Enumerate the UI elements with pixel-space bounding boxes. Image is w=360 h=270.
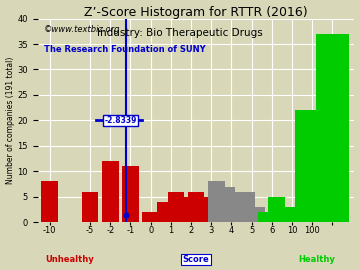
Bar xyxy=(258,212,275,222)
Bar xyxy=(122,166,139,222)
Text: The Research Foundation of SUNY: The Research Foundation of SUNY xyxy=(44,45,206,54)
Bar xyxy=(316,34,349,222)
Bar xyxy=(295,110,329,222)
Bar xyxy=(142,212,159,222)
Bar xyxy=(188,192,204,222)
Bar xyxy=(82,192,99,222)
Bar xyxy=(218,187,235,222)
Text: Score: Score xyxy=(183,255,210,264)
Title: Z’-Score Histogram for RTTR (2016): Z’-Score Histogram for RTTR (2016) xyxy=(84,6,308,19)
Bar xyxy=(157,202,174,222)
Bar xyxy=(102,161,119,222)
Y-axis label: Number of companies (191 total): Number of companies (191 total) xyxy=(5,57,14,184)
Bar xyxy=(289,212,305,222)
Text: Industry: Bio Therapeutic Drugs: Industry: Bio Therapeutic Drugs xyxy=(97,28,263,38)
Bar xyxy=(41,181,58,222)
Text: ©www.textbiz.org: ©www.textbiz.org xyxy=(44,25,121,34)
Text: Unhealthy: Unhealthy xyxy=(45,255,94,264)
Text: Healthy: Healthy xyxy=(298,255,335,264)
Bar xyxy=(279,207,295,222)
Text: -2.8339: -2.8339 xyxy=(104,116,136,125)
Bar xyxy=(248,207,265,222)
Bar xyxy=(228,192,245,222)
Bar xyxy=(177,197,194,222)
Bar xyxy=(269,197,285,222)
Bar xyxy=(198,197,215,222)
Bar xyxy=(238,192,255,222)
Bar xyxy=(208,181,225,222)
Bar xyxy=(167,192,184,222)
